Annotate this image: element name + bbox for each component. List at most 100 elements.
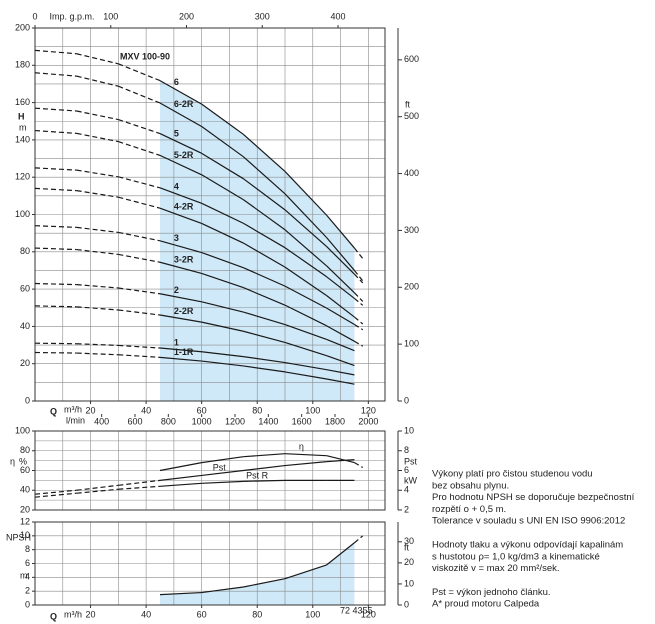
y2-tick-label: 300 [404,225,419,235]
l-tick-label: 400 [94,416,109,426]
curve-segment [201,125,244,158]
curve-segment [118,479,161,486]
curve-segment [118,354,161,358]
curve-segment [159,187,202,204]
curve-segment [243,578,286,588]
curve-segment [284,209,328,248]
y2-tick-label: 20 [404,557,414,567]
curve-segment [201,103,244,135]
curve-segment [243,311,286,326]
y-tick-label: 20 [20,358,30,368]
series-label: Pst R [246,471,269,481]
x-tick-label: 40 [141,609,151,619]
curve-segment [159,133,202,154]
curve-segment [243,330,286,344]
x-tick-label: 100 [305,609,320,619]
x-unit: m³/h [64,404,82,414]
curve-segment [201,469,244,477]
curve-segment [326,355,355,367]
series-label: 1 [174,338,179,348]
curve-segment [159,474,202,481]
curve-segment [34,351,77,354]
curve-segment [326,378,355,385]
curve-segment [159,591,202,596]
y-tick-label: 200 [15,22,30,32]
series-label: 5 [174,129,179,139]
curve-segment [242,133,286,172]
y-label: η [10,456,15,466]
l-tick-label: 1000 [192,416,212,426]
note-line: viskozitě v = max 20 mm²/sek. [432,563,560,574]
y-unit: m [19,122,27,132]
curve-segment [201,301,244,313]
curve-segment [242,178,286,211]
series-label: η [299,442,304,452]
y-tick-label: 100 [15,425,30,435]
y2-tick-label: 0 [404,599,409,609]
y-label: NPSH [6,532,31,542]
note-line: s hustotou ρ= 1,0 kg/dm3 a kinematické [432,551,600,562]
curve-segment [284,171,328,216]
y2-tick-label: 10 [404,425,414,435]
y-tick-label: 40 [20,485,30,495]
curve-segment [243,267,286,287]
curve-segment [243,287,286,306]
curve-segment [326,237,355,271]
note-line: A* proud motoru Calpeda [432,599,540,610]
y-tick-label: 80 [20,445,30,455]
y-tick-label: 0 [25,599,30,609]
curve-segment [326,246,355,275]
y2-tick-label: 100 [404,339,419,349]
curve-segment [201,351,244,358]
x-tick-label: 120 [361,405,376,415]
x-tick-label: 80 [252,609,262,619]
x-tick-label: 100 [305,405,320,415]
x-tick-label: 80 [252,405,262,415]
curve-segment [284,361,327,371]
curve-segment [118,141,161,156]
l-tick-label: 800 [161,416,176,426]
y2-tick-label: 0 [404,395,409,405]
x-tick-label: 20 [86,405,96,415]
series-label: 4-2R [174,202,194,212]
curve-segment [242,199,286,231]
curve-segment [354,535,364,544]
curve-segment [354,316,364,325]
curve-segment [284,453,327,457]
curve-segment [118,119,161,135]
curve-segment [354,297,364,306]
curve-segment [76,110,119,121]
curve-segment [76,226,119,233]
curve-segment [201,321,244,332]
y-tick-label: 4 [25,572,30,582]
curve-segment [284,461,327,467]
curve-segment [201,174,244,201]
y-tick-label: 10 [20,530,30,540]
series-label: 6 [174,77,179,87]
x-tick-label: 60 [197,609,207,619]
l-tick-label: 1800 [325,416,345,426]
y-tick-label: 0 [25,395,30,405]
curve-segment [34,282,77,286]
curve-segment [354,273,364,284]
curve-segment [159,482,202,487]
curve-segment [201,202,244,224]
series-label: 2-2R [174,306,194,316]
note-line: Hodnoty tlaku a výkonu odpovídají kapali… [432,540,623,551]
y-tick-label: 8 [25,544,30,554]
y2-tick-label: 2 [404,504,409,514]
curve-segment [284,229,328,267]
curve-segment [284,247,328,278]
curve-segment [326,455,355,464]
top-tick-label: 400 [331,11,346,21]
y2-tick-label: 400 [404,168,419,178]
curve-segment [159,154,202,176]
curve-segment [201,251,244,269]
note-line: rozpětí o + 0,5 m. [432,504,506,515]
curve-segment [159,314,202,323]
note-line: bez obsahu plynu. [432,480,509,491]
y2-tick-label: 6 [404,465,409,475]
y-tick-label: 80 [20,246,30,256]
y-tick-label: 140 [15,134,30,144]
y-unit: % [19,456,27,466]
